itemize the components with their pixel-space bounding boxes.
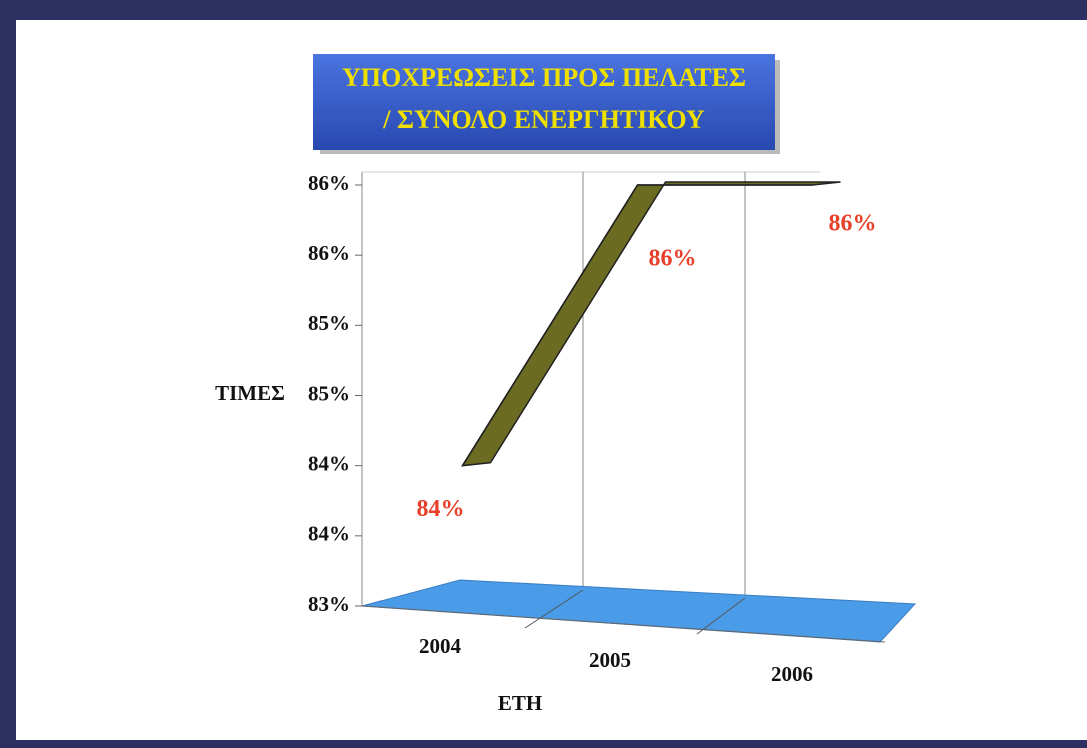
data-label: 86%: [829, 211, 877, 237]
y-tick-label: 84%: [308, 451, 350, 475]
x-axis-label: ΕΤΗ: [498, 691, 542, 715]
title: / ΣΥΝΟΛΟ ΕΝΕΡΓΗΤΙΚΟΥ: [382, 105, 705, 134]
y-axis-label: ΤΙΜΕΣ: [215, 381, 285, 405]
y-tick-label: 85%: [308, 381, 350, 405]
y-tick-label: 85%: [308, 311, 350, 335]
x-tick-label: 2006: [771, 662, 813, 686]
y-tick-label: 83%: [308, 592, 350, 616]
floor-divider: [696, 597, 746, 635]
y-tick-label: 86%: [308, 241, 350, 265]
floor-divider: [524, 589, 584, 629]
x-tick-label: 2004: [419, 634, 462, 658]
data-label: 86%: [649, 246, 697, 272]
data-label: 84%: [417, 496, 465, 522]
title: ΥΠΟΧΡΕΩΣΕΙΣ ΠΡΟΣ ΠΕΛΑΤΕΣ: [342, 63, 746, 92]
y-tick-label: 86%: [308, 171, 350, 195]
y-tick-label: 84%: [308, 522, 350, 546]
line: [461, 184, 813, 467]
title-box: [313, 54, 775, 150]
x-tick-label: 2005: [589, 648, 631, 672]
x-axis: [361, 605, 886, 643]
